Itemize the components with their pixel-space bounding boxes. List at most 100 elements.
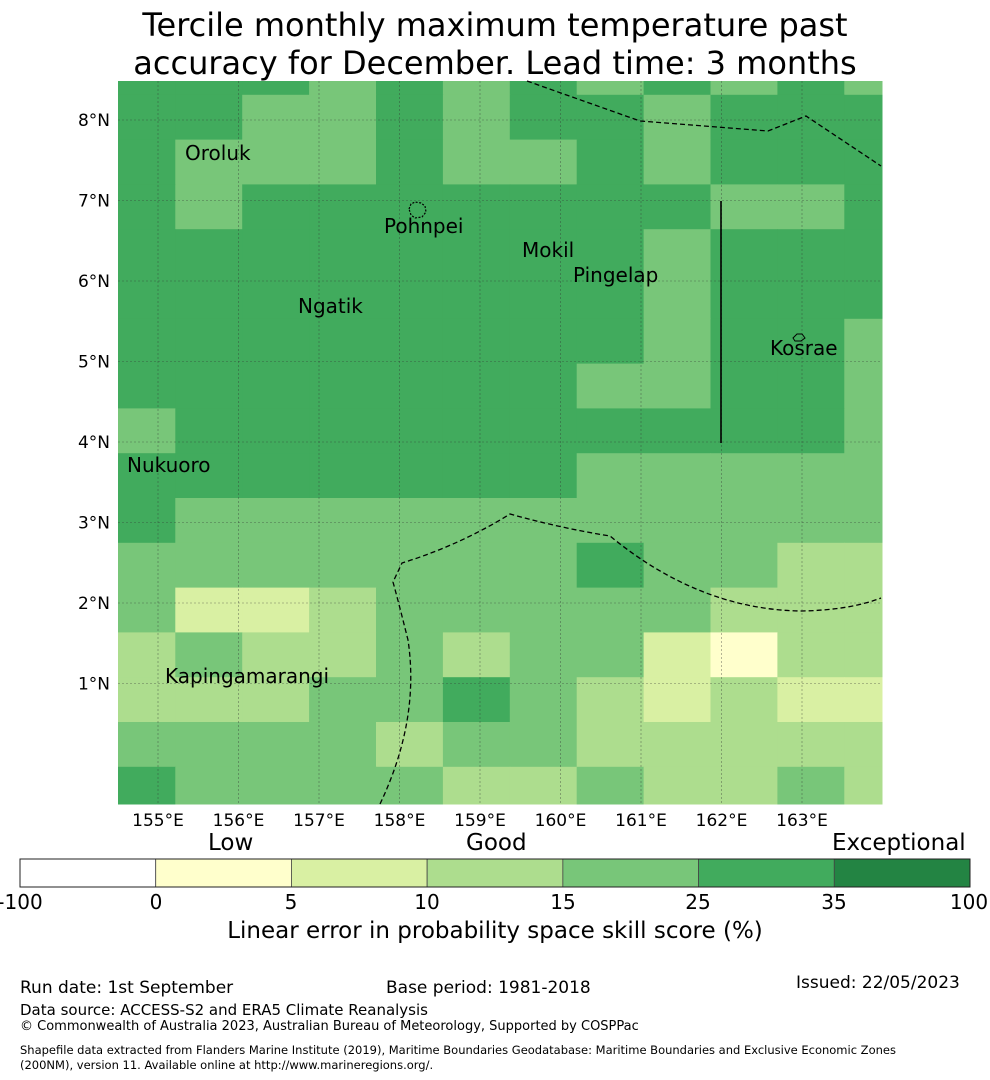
grid-cell xyxy=(442,274,511,320)
grid-cell xyxy=(844,498,883,544)
grid-cell xyxy=(118,677,176,723)
grid-cell xyxy=(643,498,711,544)
grid-cell xyxy=(710,677,778,723)
grid-cell xyxy=(777,766,845,805)
grid-cell xyxy=(844,94,883,141)
grid-cell xyxy=(442,766,511,805)
map-title-line-2: accuracy for December. Lead time: 3 mont… xyxy=(133,44,857,82)
grid-cell xyxy=(710,94,778,141)
place-label: Pingelap xyxy=(573,263,658,287)
longitude-label: 163°E xyxy=(776,811,828,831)
longitude-label: 160°E xyxy=(535,811,587,831)
grid-cell xyxy=(643,587,711,633)
longitude-label: 155°E xyxy=(132,811,184,831)
legend-tick-label: 15 xyxy=(550,890,576,914)
grid-cell xyxy=(509,677,578,723)
grid-cell xyxy=(509,453,578,499)
grid-cell xyxy=(442,408,511,454)
grid-cell xyxy=(442,542,511,589)
shapefile-credit-line-2: (200NM), version 11. Available online at… xyxy=(20,1058,434,1072)
grid-cell xyxy=(175,453,243,499)
grid-cell xyxy=(643,632,711,678)
islands xyxy=(408,201,806,342)
grid-cell xyxy=(242,587,310,633)
longitude-label: 161°E xyxy=(615,811,667,831)
eez-boundary-north xyxy=(526,80,882,167)
latitude-label: 3°N xyxy=(78,514,110,534)
grid-cell xyxy=(175,94,243,141)
latitude-label: 1°N xyxy=(78,675,110,695)
grid-cell xyxy=(376,318,444,365)
grid-cell xyxy=(576,453,645,499)
colorbar-segment xyxy=(291,858,428,888)
grid-cell xyxy=(175,363,243,409)
grid-cell xyxy=(844,722,883,768)
grid-cell xyxy=(309,498,377,544)
grid-cell xyxy=(309,229,377,275)
grid-cell xyxy=(118,184,176,230)
grid-cell xyxy=(576,94,645,141)
grid-cell xyxy=(118,453,176,499)
grid-cell xyxy=(442,81,511,96)
grid-cell xyxy=(710,498,778,544)
grid-cell xyxy=(643,722,711,768)
legend-tick-label: 35 xyxy=(821,890,847,914)
grid-cell xyxy=(844,632,883,678)
grid-cell xyxy=(442,677,511,723)
grid-cell xyxy=(509,229,578,275)
grid-cell xyxy=(242,498,310,544)
grid-cell xyxy=(777,677,845,723)
grid-cell xyxy=(118,318,176,365)
legend-good-label: Good xyxy=(466,830,527,856)
grid-cell xyxy=(576,677,645,723)
grid-cell xyxy=(777,139,845,185)
grid-cell xyxy=(175,81,243,96)
grid-cell xyxy=(175,542,243,589)
grid-cell xyxy=(576,587,645,633)
grid-cell xyxy=(242,229,310,275)
grid-cell xyxy=(376,408,444,454)
grid-cell xyxy=(442,587,511,633)
graticule xyxy=(118,81,882,804)
colorbar-segment xyxy=(19,858,157,888)
grid-cell xyxy=(844,274,883,320)
grid-cell xyxy=(376,363,444,409)
grid-cell xyxy=(643,363,711,409)
place-label: Kapingamarangi xyxy=(165,664,329,688)
copyright-notice: © Commonwealth of Australia 2023, Austra… xyxy=(20,1019,639,1034)
legend-tick-label: 10 xyxy=(414,890,440,914)
grid-cell xyxy=(777,363,845,409)
grid-cell xyxy=(844,408,883,454)
grid-cell xyxy=(242,81,310,96)
grid-cell xyxy=(175,722,243,768)
grid-cell xyxy=(242,632,310,678)
grid-cell xyxy=(576,542,645,589)
grid-cell xyxy=(777,184,845,230)
legend-tick-label: 0 xyxy=(149,890,163,914)
grid-cell xyxy=(309,722,377,768)
grid-cell xyxy=(442,632,511,678)
colorbar-outline xyxy=(19,858,971,888)
grid-cell xyxy=(376,184,444,230)
map-title: Tercile monthly maximum temperature past… xyxy=(0,6,990,82)
grid-cell xyxy=(442,184,511,230)
grid-cell xyxy=(509,363,578,409)
grid-cell xyxy=(844,81,883,96)
grid-cell xyxy=(643,94,711,141)
grid-cell xyxy=(509,274,578,320)
grid-cell xyxy=(576,498,645,544)
grid-cell xyxy=(643,139,711,185)
grid-cell xyxy=(118,766,176,805)
latitude-label: 8°N xyxy=(78,111,110,131)
grid-cell xyxy=(309,453,377,499)
grid-cell xyxy=(643,542,711,589)
grid-cell xyxy=(576,408,645,454)
colorbar-segment xyxy=(562,858,699,888)
grid-cell xyxy=(643,184,711,230)
grid-cell xyxy=(777,542,845,589)
grid-cell xyxy=(242,363,310,409)
grid-cell xyxy=(509,318,578,365)
grid-cell xyxy=(175,498,243,544)
grid-cell xyxy=(175,184,243,230)
